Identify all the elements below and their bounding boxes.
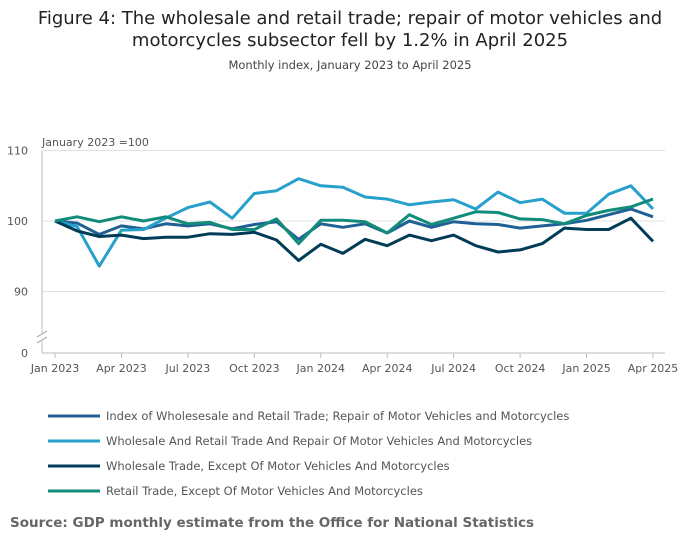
legend-label-1: Index of Wholesesale and Retail Trade; R… (106, 409, 569, 423)
x-tick-label: Apr 2024 (362, 362, 413, 375)
chart-subtitle: Monthly index, January 2023 to April 202… (228, 58, 471, 72)
axis-break-mark (36, 336, 48, 344)
series-line-4 (54, 197, 654, 246)
chart-title-line-2: motorcycles subsector fell by 1.2% in Ap… (132, 30, 568, 51)
series-line-2 (54, 177, 655, 268)
x-tick-label: Apr 2023 (96, 362, 147, 375)
series-lines (54, 177, 655, 268)
axis-break-gap (37, 333, 47, 341)
legend-label-3: Wholesale Trade, Except Of Motor Vehicle… (106, 459, 450, 473)
x-tick-label: Jan 2024 (296, 362, 345, 375)
legend: Index of Wholesesale and Retail Trade; R… (48, 409, 569, 498)
y-tick-label: 110 (7, 145, 28, 158)
x-tick-label: Jan 2023 (30, 362, 79, 375)
x-tick-label: Jan 2025 (561, 362, 610, 375)
x-tick-label: Jul 2023 (165, 362, 211, 375)
y-tick-label: 90 (14, 286, 28, 299)
source-note: Source: GDP monthly estimate from the Of… (10, 515, 534, 531)
chart-title-line-1: Figure 4: The wholesale and retail trade… (38, 8, 662, 29)
series-line-1 (54, 207, 654, 241)
y-axis-label: January 2023 =100 (41, 136, 149, 149)
y-tick-label: 0 (21, 347, 28, 360)
legend-label-4: Retail Trade, Except Of Motor Vehicles A… (106, 484, 423, 498)
series-line-3 (54, 216, 655, 262)
axis-break-mark (36, 330, 48, 338)
x-tick-label: Jul 2024 (430, 362, 476, 375)
legend-label-2: Wholesale And Retail Trade And Repair Of… (106, 434, 532, 448)
x-tick-label: Oct 2024 (495, 362, 546, 375)
y-tick-label: 100 (7, 215, 28, 228)
x-tick-label: Apr 2025 (628, 362, 679, 375)
x-tick-label: Oct 2023 (229, 362, 280, 375)
